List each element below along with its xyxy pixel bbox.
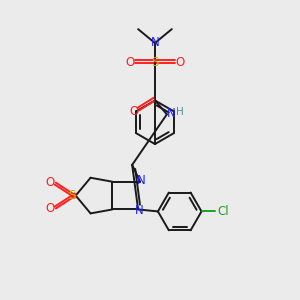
Text: O: O xyxy=(126,56,135,69)
Text: H: H xyxy=(176,107,184,117)
Text: Cl: Cl xyxy=(218,205,229,218)
Text: S: S xyxy=(151,56,159,69)
Text: N: N xyxy=(151,37,159,50)
Text: N: N xyxy=(135,204,143,217)
Text: O: O xyxy=(175,56,184,69)
Text: N: N xyxy=(137,174,146,187)
Text: O: O xyxy=(130,105,139,118)
Text: O: O xyxy=(45,202,55,215)
Text: S: S xyxy=(68,189,75,202)
Text: O: O xyxy=(45,176,55,189)
Text: N: N xyxy=(167,107,175,120)
